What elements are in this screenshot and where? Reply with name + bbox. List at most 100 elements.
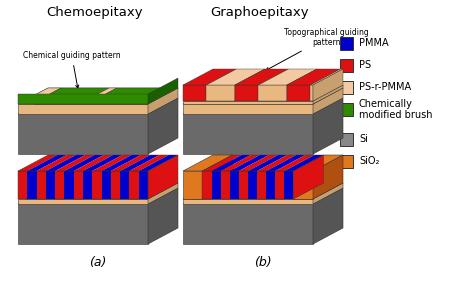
Polygon shape [18, 98, 178, 114]
Polygon shape [55, 155, 94, 171]
Polygon shape [18, 188, 178, 204]
Polygon shape [27, 155, 66, 171]
Polygon shape [18, 88, 61, 104]
Polygon shape [313, 188, 343, 244]
Polygon shape [183, 199, 313, 204]
Polygon shape [18, 199, 148, 204]
Bar [340, 59, 353, 72]
Polygon shape [183, 183, 343, 199]
Polygon shape [221, 171, 230, 199]
Polygon shape [92, 155, 132, 171]
Polygon shape [275, 171, 284, 199]
Polygon shape [239, 155, 278, 171]
Polygon shape [313, 85, 343, 104]
Polygon shape [211, 171, 221, 199]
Polygon shape [183, 69, 237, 85]
Polygon shape [139, 171, 148, 199]
Polygon shape [202, 171, 211, 199]
Text: (b): (b) [254, 256, 272, 269]
Polygon shape [211, 155, 251, 171]
Polygon shape [230, 155, 269, 171]
Polygon shape [310, 69, 343, 85]
Polygon shape [235, 69, 265, 101]
Polygon shape [129, 155, 169, 171]
Polygon shape [92, 171, 101, 199]
Text: Chemical guiding pattern: Chemical guiding pattern [23, 51, 120, 88]
Polygon shape [18, 104, 148, 114]
Text: SiO₂: SiO₂ [359, 156, 379, 166]
Polygon shape [183, 188, 343, 204]
Polygon shape [64, 171, 74, 199]
Polygon shape [239, 171, 248, 199]
Polygon shape [266, 155, 305, 171]
Polygon shape [258, 69, 317, 85]
Polygon shape [293, 171, 313, 199]
Polygon shape [257, 155, 296, 171]
Polygon shape [257, 171, 266, 199]
Polygon shape [46, 155, 85, 171]
Polygon shape [183, 85, 343, 101]
Polygon shape [235, 69, 288, 85]
Polygon shape [18, 183, 178, 199]
Polygon shape [148, 98, 178, 154]
Polygon shape [27, 171, 36, 199]
Polygon shape [230, 171, 239, 199]
Text: Chemically
modified brush: Chemically modified brush [359, 99, 432, 120]
Polygon shape [206, 85, 235, 101]
Polygon shape [206, 69, 237, 101]
Polygon shape [148, 155, 178, 199]
Polygon shape [287, 69, 340, 85]
Polygon shape [148, 183, 178, 204]
Polygon shape [183, 104, 313, 114]
Polygon shape [313, 155, 343, 199]
Polygon shape [135, 88, 178, 104]
Polygon shape [293, 155, 343, 171]
Polygon shape [18, 171, 27, 199]
Text: Topographical guiding
pattern: Topographical guiding pattern [266, 27, 369, 70]
Polygon shape [183, 101, 313, 104]
Text: PS: PS [359, 60, 371, 70]
Polygon shape [18, 88, 178, 104]
Polygon shape [183, 98, 343, 114]
Polygon shape [248, 155, 287, 171]
Polygon shape [18, 94, 148, 104]
Polygon shape [284, 155, 323, 171]
Polygon shape [293, 155, 323, 199]
Polygon shape [83, 155, 122, 171]
Polygon shape [183, 155, 233, 171]
Polygon shape [111, 171, 120, 199]
Polygon shape [310, 69, 340, 101]
Polygon shape [284, 171, 293, 199]
Polygon shape [18, 114, 148, 154]
Polygon shape [258, 85, 287, 101]
Polygon shape [248, 171, 257, 199]
Polygon shape [287, 69, 317, 101]
Polygon shape [101, 171, 111, 199]
Polygon shape [46, 171, 55, 199]
Polygon shape [148, 188, 178, 244]
Bar [340, 81, 353, 94]
Polygon shape [36, 155, 76, 171]
Polygon shape [64, 155, 104, 171]
Polygon shape [183, 88, 343, 104]
Polygon shape [36, 171, 46, 199]
Polygon shape [313, 88, 343, 114]
Bar [340, 133, 353, 146]
Polygon shape [148, 88, 178, 114]
Polygon shape [31, 88, 109, 104]
Polygon shape [120, 155, 159, 171]
Polygon shape [18, 204, 148, 244]
Polygon shape [18, 155, 57, 171]
Polygon shape [287, 85, 310, 101]
Polygon shape [120, 171, 129, 199]
Bar [340, 155, 353, 168]
Text: Graphoepitaxy: Graphoepitaxy [210, 6, 310, 19]
Polygon shape [139, 155, 178, 171]
Polygon shape [183, 114, 313, 154]
Polygon shape [206, 69, 265, 85]
Polygon shape [148, 78, 178, 104]
Polygon shape [275, 155, 314, 171]
Polygon shape [74, 155, 113, 171]
Polygon shape [202, 155, 233, 199]
Polygon shape [183, 85, 206, 101]
